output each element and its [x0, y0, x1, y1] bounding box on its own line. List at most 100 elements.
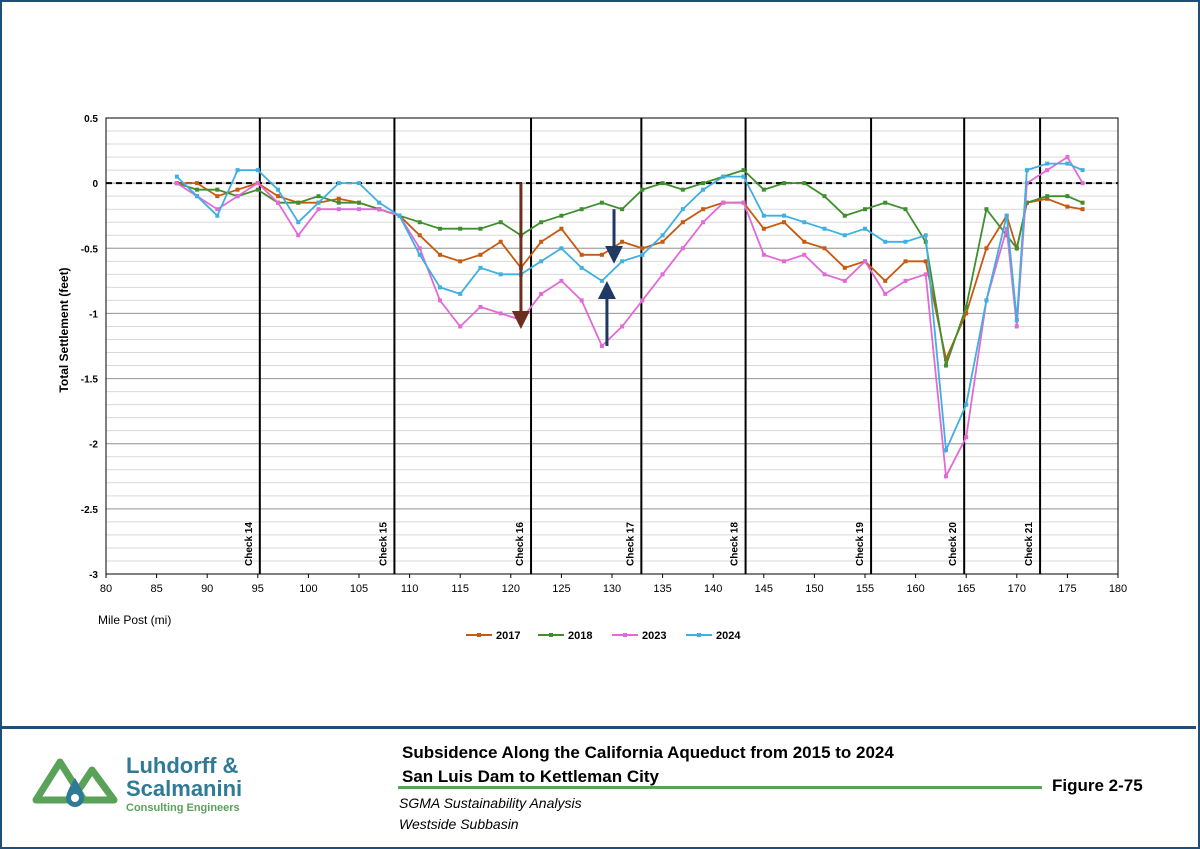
data-point-2017 — [822, 246, 827, 251]
data-point-2023 — [721, 200, 726, 205]
data-point-2017 — [539, 239, 544, 244]
data-point-2023 — [559, 278, 564, 283]
data-point-2023 — [539, 291, 544, 296]
x-tick-label: 135 — [653, 583, 671, 595]
legend-label-2023: 2023 — [642, 630, 666, 642]
data-point-2024 — [883, 239, 888, 244]
data-point-2024 — [842, 233, 847, 238]
series-line-2024 — [176, 162, 1083, 454]
x-tick-label: 80 — [100, 583, 112, 595]
check-label: Check 15 — [378, 522, 389, 566]
y-axis-label: Total Settlement (feet) — [57, 267, 71, 392]
data-point-2023 — [1080, 181, 1085, 186]
x-tick-label: 95 — [252, 583, 264, 595]
data-point-2024 — [174, 174, 179, 179]
data-point-2018 — [701, 181, 706, 186]
data-point-2023 — [215, 207, 220, 212]
check-label: Check 16 — [515, 522, 526, 566]
data-point-2017 — [498, 239, 503, 244]
x-axis-label: Mile Post (mi) — [98, 613, 171, 627]
data-point-2023 — [599, 344, 604, 348]
major-grid — [106, 117, 1118, 575]
data-point-2017 — [984, 246, 989, 251]
data-point-2023 — [943, 474, 948, 479]
data-point-2018 — [660, 181, 665, 186]
x-tick-labels: 80 85 90 95 100 105 110 115 120 125 130 135 140 145 15… — [100, 574, 1127, 595]
y-tick-label: 0 — [92, 179, 98, 190]
data-point-2017 — [1080, 207, 1085, 212]
data-point-2017 — [842, 265, 847, 270]
data-point-2024 — [417, 252, 422, 257]
footer-separator — [0, 726, 1196, 729]
x-tick-label: 165 — [957, 583, 975, 595]
data-point-2023 — [437, 298, 442, 303]
data-point-2023 — [296, 233, 301, 238]
legend-marker-2017 — [477, 633, 481, 637]
data-point-2017 — [1065, 204, 1070, 209]
data-point-2023 — [620, 324, 625, 329]
data-point-2018 — [1014, 246, 1019, 251]
data-point-2024 — [923, 233, 928, 238]
data-point-2024 — [964, 402, 969, 407]
data-point-2024 — [802, 220, 807, 225]
x-tick-label: 140 — [704, 583, 722, 595]
data-point-2018 — [1045, 194, 1050, 199]
data-point-2024 — [437, 285, 442, 290]
settlement-chart: Check 14 Check 15 Check 16 Check 17 Check 18… — [57, 114, 1127, 642]
data-point-2024 — [255, 168, 260, 173]
data-point-2023 — [761, 252, 766, 257]
data-point-2018 — [620, 207, 625, 212]
data-point-2023 — [458, 324, 463, 329]
data-point-2024 — [1014, 317, 1019, 322]
data-point-2017 — [235, 187, 240, 192]
data-point-2024 — [782, 213, 787, 218]
data-point-2018 — [822, 194, 827, 199]
x-tick-label: 110 — [401, 583, 419, 595]
data-point-2024 — [863, 226, 867, 231]
data-point-2017 — [620, 239, 625, 244]
data-point-2024 — [701, 187, 706, 192]
data-point-2023 — [842, 278, 847, 283]
data-point-2018 — [458, 226, 463, 231]
x-tick-label: 100 — [299, 583, 317, 595]
data-point-2018 — [478, 226, 483, 231]
data-point-2018 — [255, 187, 260, 192]
x-tick-label: 115 — [451, 583, 469, 595]
data-point-2024 — [761, 213, 766, 218]
series-lines — [174, 155, 1085, 480]
data-point-2023 — [964, 435, 969, 440]
arrow-annotations — [511, 183, 624, 346]
legend-label-2024: 2024 — [716, 630, 741, 642]
legend-label-2018: 2018 — [568, 630, 592, 642]
x-tick-label: 180 — [1109, 583, 1127, 595]
data-point-2018 — [316, 194, 321, 199]
data-point-2018 — [498, 220, 503, 225]
data-point-2017 — [701, 207, 706, 212]
legend-label-2017: 2017 — [496, 630, 520, 642]
data-point-2023 — [417, 246, 422, 251]
data-point-2018 — [559, 213, 564, 218]
check-label: Check 19 — [855, 522, 866, 566]
data-point-2018 — [984, 207, 989, 212]
x-tick-label: 160 — [906, 583, 924, 595]
data-point-2017 — [437, 252, 442, 257]
title-underline — [398, 786, 1042, 789]
y-tick-label: -1 — [89, 309, 98, 320]
data-point-2024 — [1024, 168, 1029, 173]
data-point-2017 — [680, 220, 685, 225]
data-point-2024 — [741, 174, 746, 179]
data-point-2024 — [903, 239, 908, 244]
data-point-2024 — [822, 226, 827, 231]
data-point-2023 — [357, 207, 361, 212]
data-point-2018 — [883, 200, 888, 205]
data-point-2017 — [417, 233, 422, 238]
data-point-2024 — [721, 174, 726, 179]
data-point-2018 — [741, 168, 746, 173]
data-point-2018 — [680, 187, 685, 192]
data-point-2024 — [984, 298, 989, 303]
data-point-2024 — [943, 448, 948, 453]
data-point-2024 — [1080, 168, 1085, 173]
data-point-2023 — [377, 207, 382, 212]
data-point-2023 — [579, 298, 584, 303]
data-point-2023 — [1004, 226, 1009, 231]
